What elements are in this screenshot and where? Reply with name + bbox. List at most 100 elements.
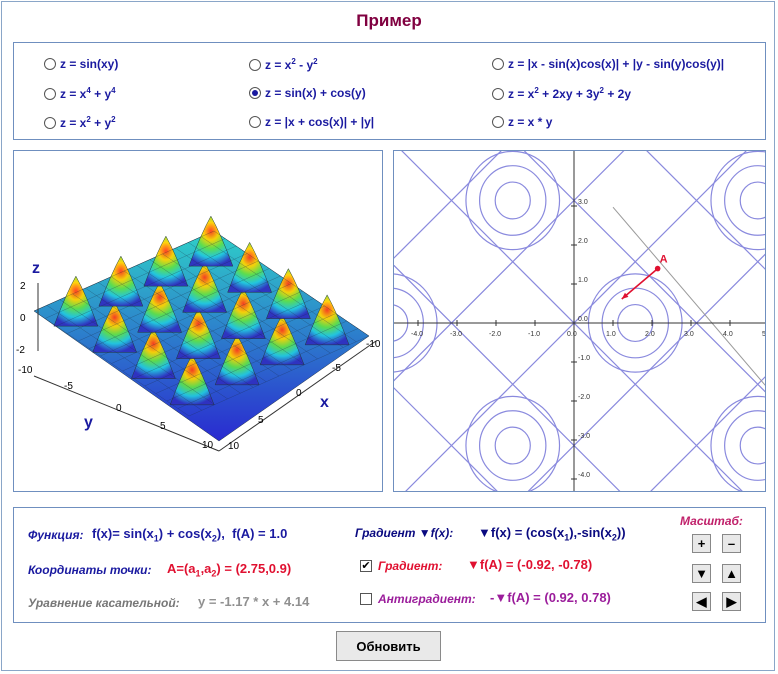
contour-zero-line (752, 151, 765, 491)
z-axis-label: z (32, 260, 40, 277)
move-right-button[interactable]: ▶ (722, 592, 741, 611)
function-value: f(x)= sin(x1) + cos(x2), f(A) = 1.0 (92, 526, 288, 544)
contour-level (710, 151, 765, 251)
antigradient-checkbox[interactable] (360, 593, 372, 605)
surface-peak (53, 275, 99, 327)
y-tick-label: -1.0 (578, 355, 590, 362)
contour-zero-line (394, 151, 396, 491)
x-tick-label: 1.0 (606, 331, 616, 338)
radio-circle-selected[interactable] (249, 87, 261, 99)
x-tick-label: 5.0 (762, 331, 765, 338)
coords-label: Координаты точки: (28, 563, 152, 577)
y-tick: -5 (64, 381, 73, 392)
contour-canvas[interactable]: -6.0-4.0-3.0-2.0-1.00.01.02.03.04.05.03.… (394, 151, 765, 491)
gradient-checkbox[interactable]: ✔ (360, 560, 372, 572)
x-axis-label: x (320, 394, 329, 411)
x-tick-label: -3.0 (450, 331, 462, 338)
radio-x-times-y[interactable]: z = x * y (492, 115, 552, 129)
contour-level (739, 426, 765, 465)
y-axis-label: y (84, 414, 93, 431)
gradient-label: Градиент ▼f(x): (355, 526, 454, 540)
tangent-value: y = -1.17 * x + 4.14 (198, 594, 310, 609)
y-tick-label: -4.0 (578, 472, 590, 479)
x-tick-label: -2.0 (489, 331, 501, 338)
radio-circle[interactable] (249, 116, 261, 128)
contour-zero-line (394, 387, 498, 491)
contour-level (478, 165, 547, 236)
contour-level (494, 426, 531, 465)
contour-level (710, 395, 765, 491)
x-tick: 0 (296, 388, 302, 399)
gradient-marker: A (621, 254, 668, 300)
z-tick: 0 (20, 313, 26, 324)
radio-abs-x-cosx[interactable]: z = |x + cos(x)| + |y| (249, 115, 374, 129)
y-tick-label: -3.0 (578, 433, 590, 440)
radio-circle[interactable] (492, 87, 504, 100)
gradient-arrow-head (621, 292, 629, 300)
y-tick: 5 (160, 421, 166, 432)
zoom-out-button[interactable]: – (722, 534, 741, 553)
zoom-in-button[interactable]: + (692, 534, 711, 553)
y-tick-label: 0.0 (578, 316, 588, 323)
point-a-marker (654, 265, 661, 272)
contour-level (724, 165, 765, 236)
surface-peaks (53, 215, 350, 406)
contour-plot[interactable]: -6.0-4.0-3.0-2.0-1.00.01.02.03.04.05.03.… (393, 150, 766, 492)
radio-circle[interactable] (492, 58, 504, 70)
update-button[interactable]: Обновить (336, 631, 441, 661)
radio-quadratic[interactable]: z = x2 + 2xy + 3y2 + 2y (492, 86, 631, 101)
antigradient-check-label: Антиградиент: (378, 592, 476, 606)
contour-level (478, 410, 547, 481)
contour-level (739, 181, 765, 220)
contour-zero-line (752, 151, 765, 491)
radio-x2-plus-y2[interactable]: z = x2 + y2 (44, 115, 116, 130)
x-tick-label: 4.0 (723, 331, 733, 338)
radio-circle[interactable] (492, 116, 504, 128)
radio-label: z = x4 + y4 (60, 86, 116, 101)
x-axis (218, 340, 377, 452)
surface-3d-plot[interactable]: z 2 0 -2 y -10 -5 0 5 10 x -10 -5 0 5 10 (13, 150, 383, 492)
radio-abs-sincos[interactable]: z = |x - sin(x)cos(x)| + |y - sin(y)cos(… (492, 57, 724, 71)
radio-label: z = x2 + y2 (60, 115, 116, 130)
contour-level (465, 395, 561, 491)
y-tick: -10 (18, 365, 33, 376)
radio-label: z = x * y (508, 115, 553, 129)
contour-ticks: -6.0-4.0-3.0-2.0-1.00.01.02.03.04.05.03.… (411, 199, 765, 480)
radio-circle[interactable] (44, 58, 56, 70)
contour-level (465, 151, 561, 251)
y-tick: 0 (116, 403, 122, 414)
gradient-arrow (621, 267, 659, 300)
move-up-button[interactable]: ▲ (722, 564, 741, 583)
coords-value: A=(a1,a2) = (2.75,0.9) (167, 561, 292, 579)
radio-label: z = sin(xy) (60, 57, 119, 71)
move-down-button[interactable]: ▼ (692, 564, 711, 583)
z-tick: -2 (16, 345, 25, 356)
contour-level (724, 410, 765, 481)
radio-sinx-cosy[interactable]: z = sin(x) + cos(y) (249, 86, 366, 100)
y-tick-label: -2.0 (578, 394, 590, 401)
x-tick: 5 (258, 415, 264, 426)
radio-x2-minus-y2[interactable]: z = x2 - y2 (249, 57, 318, 72)
move-left-button[interactable]: ◀ (692, 592, 711, 611)
radio-sin-xy[interactable]: z = sin(xy) (44, 57, 118, 71)
radio-circle[interactable] (249, 58, 261, 71)
x-tick-label: -4.0 (411, 331, 423, 338)
surface-3d-canvas[interactable]: z 2 0 -2 y -10 -5 0 5 10 x -10 -5 0 5 10 (14, 151, 382, 491)
radio-label: z = x2 - y2 (265, 57, 318, 72)
gradient-check-label: Градиент: (378, 559, 443, 573)
scale-label: Масштаб: (680, 514, 743, 528)
info-panel: Функция: f(x)= sin(x1) + cos(x2), f(A) =… (13, 507, 766, 623)
radio-circle[interactable] (44, 116, 56, 129)
tangent-line (612, 206, 765, 386)
z-tick: 2 (20, 281, 26, 292)
point-a-label: A (660, 254, 668, 266)
radio-label: z = |x - sin(x)cos(x)| + |y - sin(y)cos(… (508, 57, 725, 71)
contour-zero-line (394, 151, 396, 491)
radio-label: z = sin(x) + cos(y) (265, 86, 366, 100)
y-tick: 10 (202, 440, 214, 451)
radio-x4-y4[interactable]: z = x4 + y4 (44, 86, 116, 101)
radio-label: z = |x + cos(x)| + |y| (265, 115, 375, 129)
radio-circle[interactable] (44, 87, 56, 100)
gradient-check-value: ▼f(A) = (-0.92, -0.78) (467, 557, 593, 572)
antigradient-check-value: -▼f(A) = (0.92, 0.78) (490, 590, 611, 605)
